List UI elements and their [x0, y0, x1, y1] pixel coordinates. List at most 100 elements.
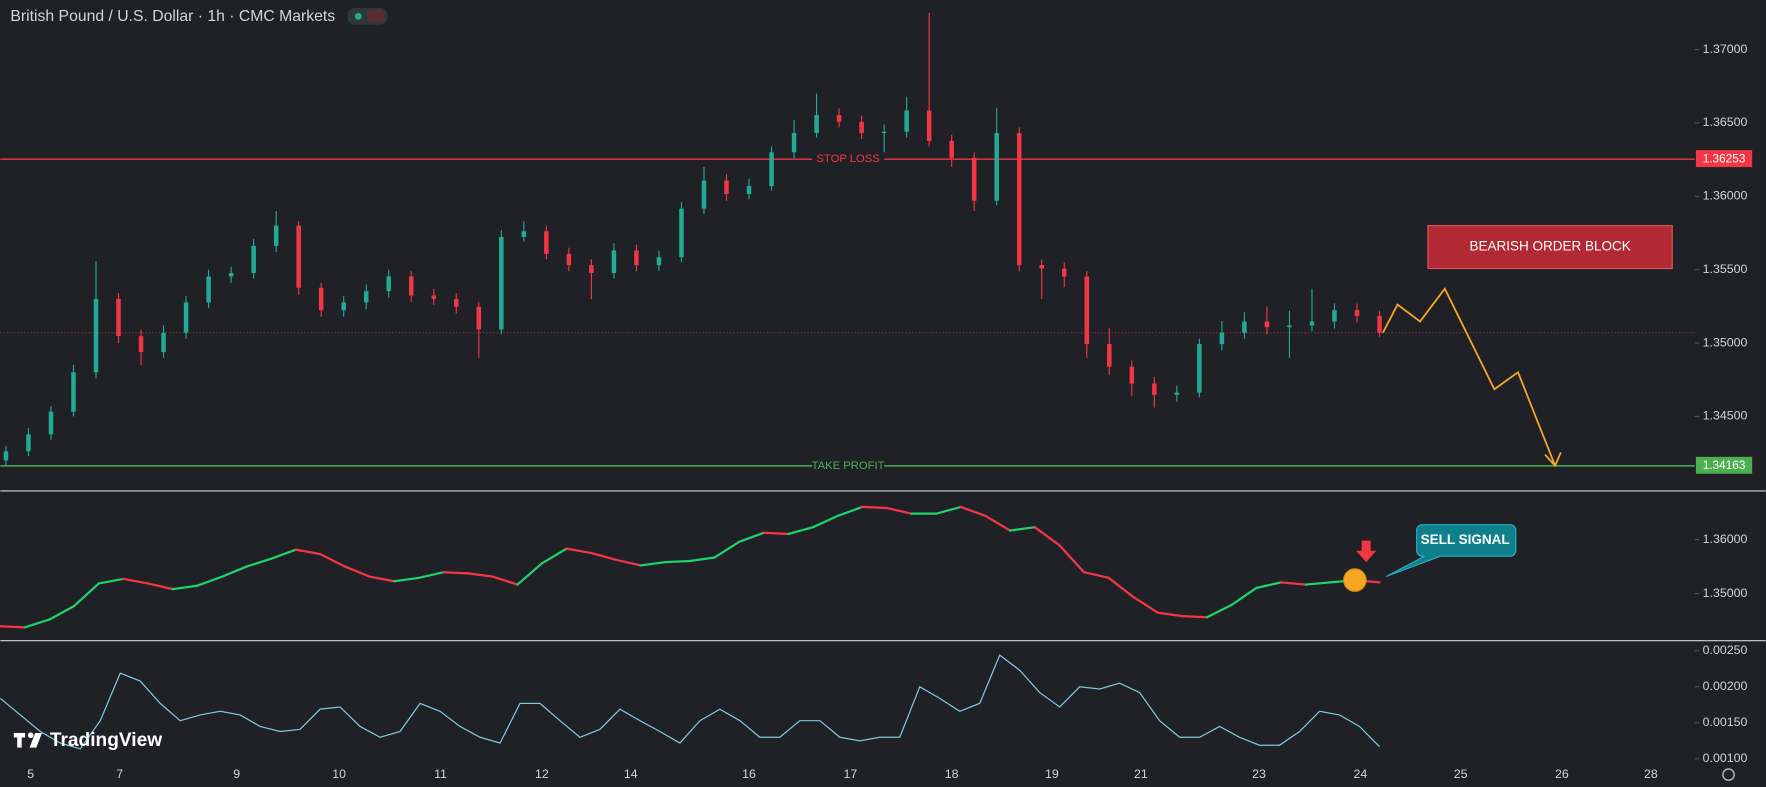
x-tick-label: 9: [233, 767, 240, 781]
candle-body: [679, 208, 684, 258]
line-segment: [196, 575, 224, 587]
line-segment: [1033, 526, 1061, 547]
candle-body: [1039, 265, 1045, 269]
line-segment: [787, 526, 815, 536]
line-segment: [590, 551, 618, 561]
candle-body: [1219, 332, 1225, 345]
candle-body: [1084, 276, 1090, 345]
logo-mark: [29, 732, 42, 748]
y-tick-label: 0.00200: [1703, 679, 1748, 693]
y-tick-label: 1.35500: [1703, 262, 1748, 276]
candle-body: [1377, 315, 1382, 333]
y-tick-label: 1.36000: [1703, 189, 1748, 203]
y-tick-label: 0.00100: [1703, 751, 1748, 765]
line-segment: [343, 565, 371, 578]
order-block-label: BEARISH ORDER BLOCK: [1469, 239, 1630, 254]
x-tick-label: 19: [1045, 767, 1059, 781]
line-segment: [467, 572, 495, 578]
candle-body: [814, 115, 819, 134]
candle-body: [48, 411, 54, 435]
candle-body: [318, 287, 324, 311]
candle-body: [116, 298, 121, 337]
candle-body: [71, 372, 76, 412]
line-segment: [935, 505, 962, 515]
candle-body: [994, 133, 999, 201]
candle-body: [161, 332, 166, 352]
line-segment: [1082, 571, 1110, 579]
candle-body: [1174, 392, 1180, 395]
x-tick-label: 10: [332, 767, 346, 781]
line-segment: [319, 553, 347, 568]
candle-body: [1264, 321, 1270, 328]
candle-body: [791, 133, 797, 153]
x-tick-label: 7: [116, 767, 123, 781]
price-badge: [1695, 150, 1753, 168]
y-tick-label: 1.34500: [1703, 409, 1748, 423]
candle-body: [949, 141, 954, 158]
x-tick-label: 18: [945, 767, 959, 781]
y-tick-label: 1.37000: [1703, 42, 1748, 56]
line-segment: [614, 558, 642, 567]
line-segment: [959, 505, 987, 518]
candle-body: [611, 250, 617, 274]
price-badge: [1695, 456, 1753, 474]
candle-body: [589, 265, 594, 274]
x-tick-label: 28: [1644, 767, 1658, 781]
candle-body: [836, 115, 842, 122]
candle-body: [273, 225, 279, 246]
line-segment: [541, 547, 568, 565]
x-tick-label: 25: [1454, 767, 1468, 781]
line-segment: [861, 505, 889, 510]
y-tick-label: 1.35000: [1703, 586, 1748, 600]
y-tick-label: 0.00150: [1703, 715, 1748, 729]
line-segment: [1205, 603, 1233, 619]
candle-body: [1354, 310, 1360, 316]
candle-body: [1242, 321, 1247, 333]
candle-body: [859, 121, 864, 134]
chart-title: British Pound / U.S. Dollar · 1h · CMC M…: [10, 8, 335, 25]
callout-bg: [1386, 524, 1517, 577]
candle-body: [183, 302, 189, 333]
candle-body: [769, 152, 774, 187]
signal-arrow: [1356, 540, 1377, 563]
candle-body: [431, 295, 437, 299]
line-segment: [0, 625, 27, 629]
line-segment: [639, 560, 667, 567]
candle-body: [3, 451, 9, 461]
line-segment: [393, 576, 421, 583]
line-segment: [368, 575, 396, 583]
candle-body: [634, 250, 639, 266]
line-segment: [97, 577, 125, 585]
price-badge-label: 1.36253: [1703, 151, 1746, 165]
line-segment: [442, 571, 470, 575]
line-segment: [516, 562, 544, 586]
candle-body: [724, 180, 729, 194]
callout-label: SELL SIGNAL: [1421, 532, 1510, 547]
y-tick-label: 0.00250: [1703, 643, 1748, 657]
candle-body: [499, 236, 504, 330]
x-tick-label: 16: [742, 767, 756, 781]
candle-body: [746, 186, 752, 194]
line-segment: [713, 540, 741, 559]
line-segment: [664, 559, 692, 564]
candle-body: [881, 131, 887, 134]
candle-body: [1152, 383, 1157, 395]
candle-body: [386, 276, 391, 292]
logo: TradingView: [13, 730, 162, 751]
candle-body: [228, 273, 234, 277]
line-segment: [146, 582, 174, 591]
candle-body: [971, 157, 977, 201]
line-segment: [1132, 595, 1159, 614]
logo-mark: [27, 732, 34, 739]
line-segment: [1255, 581, 1283, 590]
line-segment: [1058, 544, 1086, 574]
candle-body: [476, 306, 482, 330]
settings-icon[interactable]: [1722, 768, 1735, 781]
candle-body: [656, 257, 662, 266]
x-tick-label: 5: [27, 767, 34, 781]
line-segment: [762, 531, 790, 536]
order-block: [1427, 225, 1673, 270]
line-segment: [220, 565, 248, 578]
y-tick-label: 1.35000: [1703, 335, 1748, 349]
